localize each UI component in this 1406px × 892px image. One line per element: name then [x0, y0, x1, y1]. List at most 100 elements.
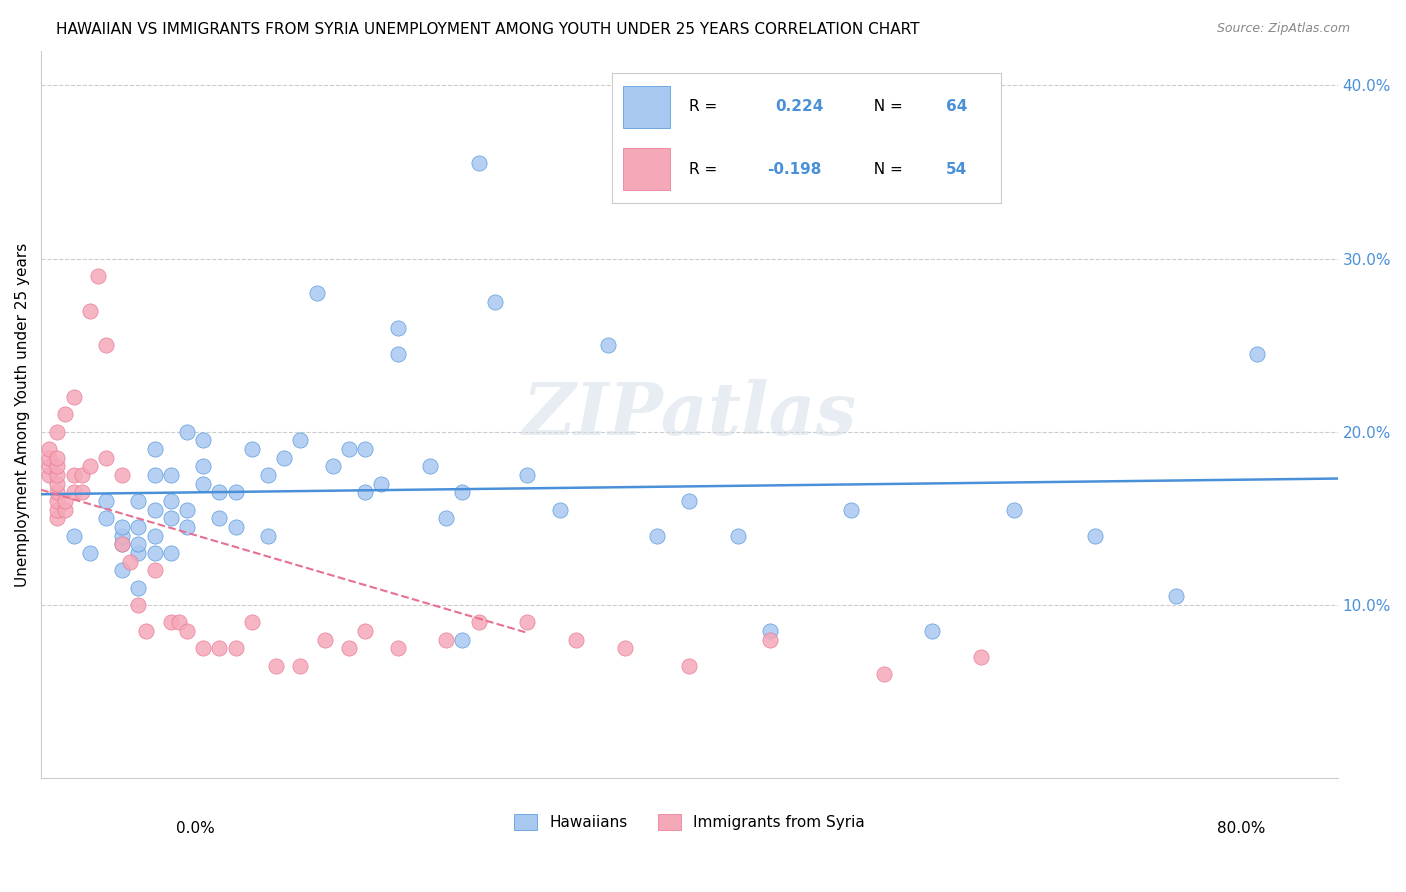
Point [305, 286, 328, 301]
Point [55, 502, 77, 516]
Point [565, 632, 588, 647]
Point [62, 390, 84, 404]
Point [46, 485, 69, 500]
Text: HAWAIIAN VS IMMIGRANTS FROM SYRIA UNEMPLOYMENT AMONG YOUTH UNDER 25 YEARS CORREL: HAWAIIAN VS IMMIGRANTS FROM SYRIA UNEMPL… [56, 22, 920, 37]
Point [290, 658, 312, 673]
Point [46, 450, 69, 465]
Point [1002, 502, 1025, 516]
Point [111, 529, 134, 543]
Point [387, 321, 409, 335]
Point [598, 338, 620, 352]
Point [613, 641, 636, 656]
Point [159, 615, 181, 630]
Point [111, 468, 134, 483]
Point [127, 494, 149, 508]
Point [264, 658, 287, 673]
Point [62, 468, 84, 483]
Point [38, 459, 60, 474]
Point [337, 641, 360, 656]
Point [678, 494, 700, 508]
Point [257, 468, 280, 483]
Point [921, 624, 943, 638]
Point [111, 537, 134, 551]
Point [193, 641, 215, 656]
Y-axis label: Unemployment Among Youth under 25 years: Unemployment Among Youth under 25 years [15, 243, 30, 587]
Point [111, 563, 134, 577]
Point [548, 502, 571, 516]
Point [322, 459, 344, 474]
Point [159, 494, 181, 508]
Point [193, 459, 215, 474]
Point [55, 408, 77, 422]
Legend: Hawaiians, Immigrants from Syria: Hawaiians, Immigrants from Syria [508, 808, 870, 836]
Point [159, 546, 181, 560]
Point [419, 459, 441, 474]
Point [70, 485, 93, 500]
Point [208, 511, 231, 525]
Point [225, 485, 247, 500]
Point [111, 520, 134, 534]
Point [678, 658, 700, 673]
Point [46, 511, 69, 525]
Point [240, 615, 263, 630]
Text: Source: ZipAtlas.com: Source: ZipAtlas.com [1216, 22, 1350, 36]
Point [46, 459, 69, 474]
Point [62, 529, 84, 543]
Point [208, 485, 231, 500]
Point [143, 468, 166, 483]
Point [354, 624, 377, 638]
Point [484, 294, 506, 309]
Point [434, 511, 457, 525]
Point [94, 511, 117, 525]
Point [225, 641, 247, 656]
Point [290, 434, 312, 448]
Point [46, 476, 69, 491]
Point [143, 563, 166, 577]
Point [46, 425, 69, 439]
Point [159, 511, 181, 525]
Point [55, 494, 77, 508]
Point [176, 624, 198, 638]
Point [467, 615, 489, 630]
Point [257, 529, 280, 543]
Point [759, 632, 782, 647]
Point [46, 502, 69, 516]
Point [1083, 529, 1105, 543]
Point [208, 641, 231, 656]
Point [434, 632, 457, 647]
Point [38, 442, 60, 456]
Point [176, 502, 198, 516]
Point [94, 494, 117, 508]
Point [451, 632, 474, 647]
Point [120, 555, 142, 569]
Point [62, 485, 84, 500]
Point [451, 485, 474, 500]
Point [143, 442, 166, 456]
Point [46, 468, 69, 483]
Text: ZIPatlas: ZIPatlas [522, 379, 856, 450]
Point [111, 537, 134, 551]
Point [970, 650, 993, 665]
Point [193, 476, 215, 491]
Point [354, 442, 377, 456]
Point [79, 546, 101, 560]
Point [759, 624, 782, 638]
Point [354, 485, 377, 500]
Point [873, 667, 896, 681]
Point [70, 468, 93, 483]
Point [841, 502, 863, 516]
Point [516, 468, 538, 483]
Point [467, 156, 489, 170]
Point [645, 529, 668, 543]
Point [94, 338, 117, 352]
Point [127, 581, 149, 595]
Point [337, 442, 360, 456]
Point [727, 529, 749, 543]
Point [127, 598, 149, 612]
Point [135, 624, 157, 638]
Point [87, 268, 110, 283]
Point [387, 641, 409, 656]
Point [314, 632, 336, 647]
Point [159, 468, 181, 483]
Point [240, 442, 263, 456]
